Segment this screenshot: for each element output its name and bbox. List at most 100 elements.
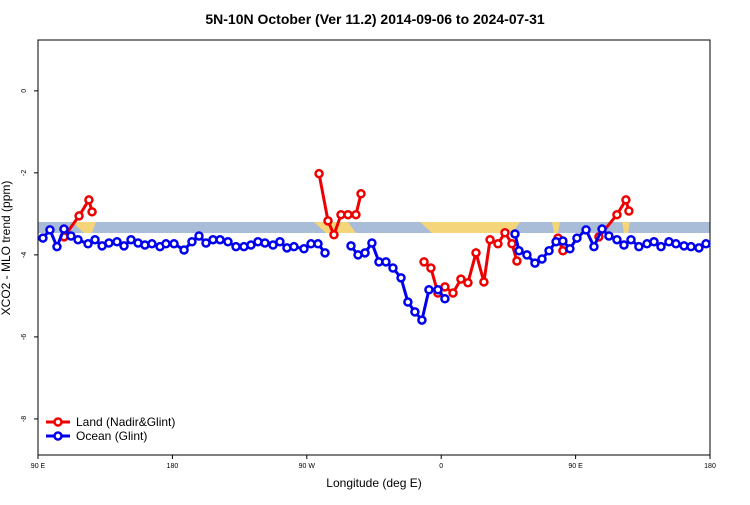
point [83, 239, 93, 249]
point [686, 241, 696, 252]
x-tick-label: 180 [704, 463, 716, 470]
point [558, 236, 568, 246]
point [329, 230, 339, 240]
point [634, 241, 644, 252]
map-band [38, 222, 710, 233]
point [581, 225, 591, 235]
point [463, 278, 473, 288]
point [671, 239, 681, 249]
point [179, 245, 189, 255]
point [621, 195, 631, 205]
point [424, 284, 434, 295]
plot-frame [37, 39, 711, 456]
point [500, 227, 510, 238]
point [84, 195, 94, 205]
point [656, 241, 666, 252]
point [419, 257, 429, 267]
land-band [72, 222, 630, 233]
point [119, 241, 129, 251]
legend-label: Ocean (Glint) [76, 429, 147, 443]
y-tick-label: -6 [21, 334, 28, 340]
x-axis-label: Longitude (deg E) [326, 476, 421, 490]
point [356, 189, 366, 199]
point [187, 237, 197, 247]
point [161, 239, 171, 249]
point [597, 224, 607, 234]
point [260, 238, 270, 248]
point [612, 234, 622, 245]
point [275, 237, 285, 247]
point [87, 207, 97, 217]
point [589, 241, 599, 252]
point [604, 231, 614, 241]
point [493, 239, 503, 249]
point [479, 277, 489, 287]
point [507, 239, 517, 249]
point [565, 243, 575, 254]
point [45, 225, 55, 235]
point [485, 234, 495, 245]
point [313, 239, 323, 249]
point [649, 237, 659, 247]
point [104, 238, 114, 248]
point [201, 238, 211, 248]
point [90, 234, 100, 245]
point [471, 248, 481, 258]
point [612, 209, 622, 220]
point [410, 307, 420, 317]
point [320, 248, 330, 258]
point [73, 234, 83, 245]
point [346, 241, 356, 251]
point [572, 233, 582, 243]
y-tick-label: 0 [21, 89, 28, 93]
y-tick-label: -4 [21, 252, 28, 258]
x-tick-label: 90 E [568, 463, 583, 470]
legend-label: Land (Nadir&Glint) [76, 415, 175, 429]
point [126, 234, 136, 245]
point [351, 209, 361, 220]
point [52, 241, 62, 252]
point [619, 240, 629, 250]
point [512, 256, 522, 266]
point [299, 243, 309, 254]
point [440, 294, 450, 304]
point [147, 239, 157, 249]
point [537, 254, 547, 264]
point [396, 273, 406, 283]
y-tick-label: -2 [21, 170, 28, 176]
ocean-band [38, 222, 710, 233]
point [343, 209, 353, 220]
point [426, 263, 436, 273]
point [367, 238, 377, 248]
point [231, 241, 241, 252]
point [59, 224, 69, 234]
y-tick-label: -8 [21, 416, 28, 422]
point [246, 240, 256, 250]
point [388, 263, 398, 273]
point [74, 211, 84, 221]
point [381, 257, 391, 267]
point [514, 246, 524, 256]
point [323, 216, 333, 226]
x-tick-label: 0 [439, 463, 443, 470]
point [417, 315, 427, 325]
x-tick-label: 90 W [299, 463, 316, 470]
x-tick-label: 90 E [31, 463, 46, 470]
chart-title: 5N-10N October (Ver 11.2) 2014-09-06 to … [205, 11, 545, 27]
point [403, 297, 413, 307]
point [215, 234, 225, 245]
point [38, 233, 48, 243]
point [66, 231, 76, 241]
series-line [62, 173, 631, 296]
y-axis-label: XCO2 - MLO trend (ppm) [0, 181, 13, 316]
point [624, 206, 634, 216]
point [694, 243, 704, 253]
point [448, 288, 458, 298]
point [522, 250, 532, 260]
legend-marker [53, 417, 63, 427]
point [223, 237, 233, 247]
point [314, 168, 324, 179]
point [510, 229, 520, 239]
point [289, 241, 299, 252]
